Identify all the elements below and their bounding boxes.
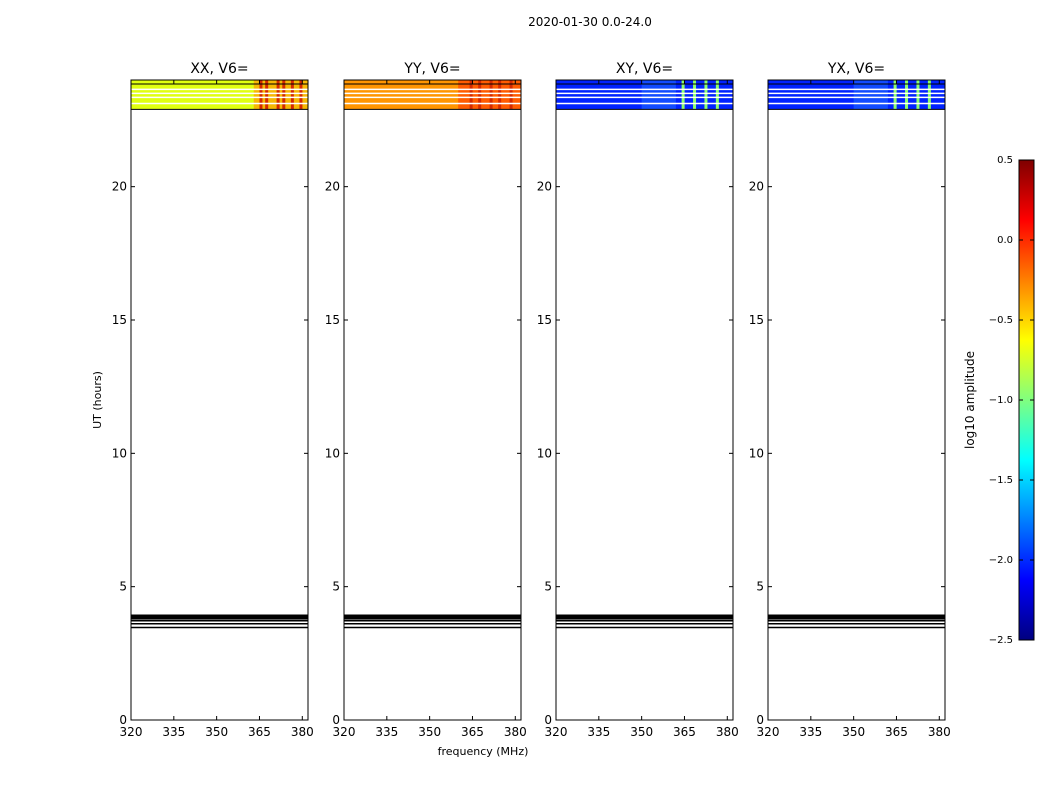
x-tick-label: 350 — [418, 725, 441, 739]
y-tick-label: 0 — [544, 713, 552, 727]
colorbar-tick-label: −1.5 — [989, 475, 1013, 486]
x-tick-label: 350 — [630, 725, 653, 739]
panel-4: YX, V6= 320 335 350 365 380 0 5 10 15 20 — [749, 61, 951, 739]
y-tick-label: 10 — [537, 446, 552, 460]
colorbar-tick-label: 0.5 — [997, 155, 1013, 166]
y-tick-label: 15 — [325, 313, 340, 327]
y-tick-label: 10 — [749, 446, 764, 460]
y-tick-label: 20 — [325, 180, 340, 194]
x-tick-label: 335 — [799, 725, 822, 739]
panel-frame — [343, 79, 522, 721]
figure-title: 2020-01-30 0.0-24.0 — [528, 15, 652, 29]
y-tick-label: 0 — [119, 713, 127, 727]
x-tick-label: 320 — [333, 725, 356, 739]
hot-stripe — [299, 80, 303, 110]
x-tick-label: 320 — [120, 725, 143, 739]
colorbar-tick-label: 0.0 — [997, 235, 1013, 246]
y-tick-label: 5 — [544, 580, 552, 594]
panel-title: XX, V6= — [190, 61, 248, 77]
hot-stripe — [704, 80, 708, 110]
y-tick-label: 0 — [756, 713, 764, 727]
x-tick-label: 320 — [545, 725, 568, 739]
x-tick-label: 335 — [375, 725, 398, 739]
hot-stripe — [893, 80, 897, 110]
colorbar-tick-label: −2.0 — [989, 555, 1013, 566]
colorbar: 0.5 0.0 −0.5 −1.0 −1.5 −2.0 −2.5 log10 amplitud… — [963, 155, 1035, 646]
y-tick-label: 0 — [332, 713, 340, 727]
hot-region — [853, 80, 888, 110]
panel-1: XX, V6= 320 335 350 365 380 0 5 10 15 20 — [112, 61, 314, 739]
hot-stripe — [927, 80, 931, 110]
y-tick-label: 10 — [112, 446, 127, 460]
panel-frame — [130, 79, 309, 721]
y-tick-label: 20 — [112, 180, 127, 194]
x-tick-label: 365 — [673, 725, 696, 739]
colorbar-tick-label: −1.0 — [989, 395, 1013, 406]
y-tick-label: 5 — [756, 580, 764, 594]
panel-title: YX, V6= — [827, 61, 885, 77]
colorbar-tick-label: −0.5 — [989, 315, 1013, 326]
hot-region — [641, 80, 676, 110]
hot-stripe — [290, 80, 294, 110]
x-axis-label: frequency (MHz) — [438, 745, 529, 758]
panel-3: XY, V6= 320 335 350 365 380 0 5 10 15 20 — [537, 61, 739, 739]
hot-stripe — [905, 80, 909, 110]
panel-frame — [767, 79, 946, 721]
hot-stripe — [469, 80, 473, 110]
hot-stripe — [282, 80, 286, 110]
x-tick-label: 335 — [162, 725, 185, 739]
colorbar-label: log10 amplitude — [963, 351, 977, 449]
y-tick-label: 15 — [749, 313, 764, 327]
hot-stripe — [478, 80, 482, 110]
x-tick-label: 365 — [461, 725, 484, 739]
hot-stripe — [715, 80, 719, 110]
x-tick-label: 380 — [504, 725, 527, 739]
hot-region — [253, 80, 308, 110]
panel-2: YY, V6= 320 335 350 365 380 0 5 10 15 20 — [325, 61, 527, 739]
y-axis-label: UT (hours) — [91, 371, 104, 429]
y-tick-label: 5 — [119, 580, 127, 594]
panel-title: YY, V6= — [403, 61, 460, 77]
hot-stripe — [259, 80, 263, 110]
panel-frame — [555, 79, 734, 721]
y-tick-label: 20 — [749, 180, 764, 194]
y-tick-label: 15 — [537, 313, 552, 327]
hot-stripe — [498, 80, 502, 110]
x-tick-label: 320 — [757, 725, 780, 739]
x-tick-label: 380 — [291, 725, 314, 739]
y-tick-label: 10 — [325, 446, 340, 460]
hot-stripe — [693, 80, 697, 110]
hot-stripe — [489, 80, 493, 110]
hot-stripe — [681, 80, 685, 110]
colorbar-tick-label: −2.5 — [989, 635, 1013, 646]
x-tick-label: 365 — [248, 725, 271, 739]
hot-stripe — [509, 80, 513, 110]
x-tick-label: 380 — [716, 725, 739, 739]
y-tick-label: 5 — [332, 580, 340, 594]
panel-title: XY, V6= — [616, 61, 673, 77]
y-tick-label: 20 — [537, 180, 552, 194]
y-tick-label: 15 — [112, 313, 127, 327]
x-tick-label: 350 — [842, 725, 865, 739]
hot-stripe — [276, 80, 280, 110]
hot-stripe — [265, 80, 269, 110]
x-tick-label: 365 — [885, 725, 908, 739]
hot-stripe — [916, 80, 920, 110]
x-tick-label: 335 — [587, 725, 610, 739]
x-tick-label: 350 — [205, 725, 228, 739]
x-tick-label: 380 — [928, 725, 951, 739]
